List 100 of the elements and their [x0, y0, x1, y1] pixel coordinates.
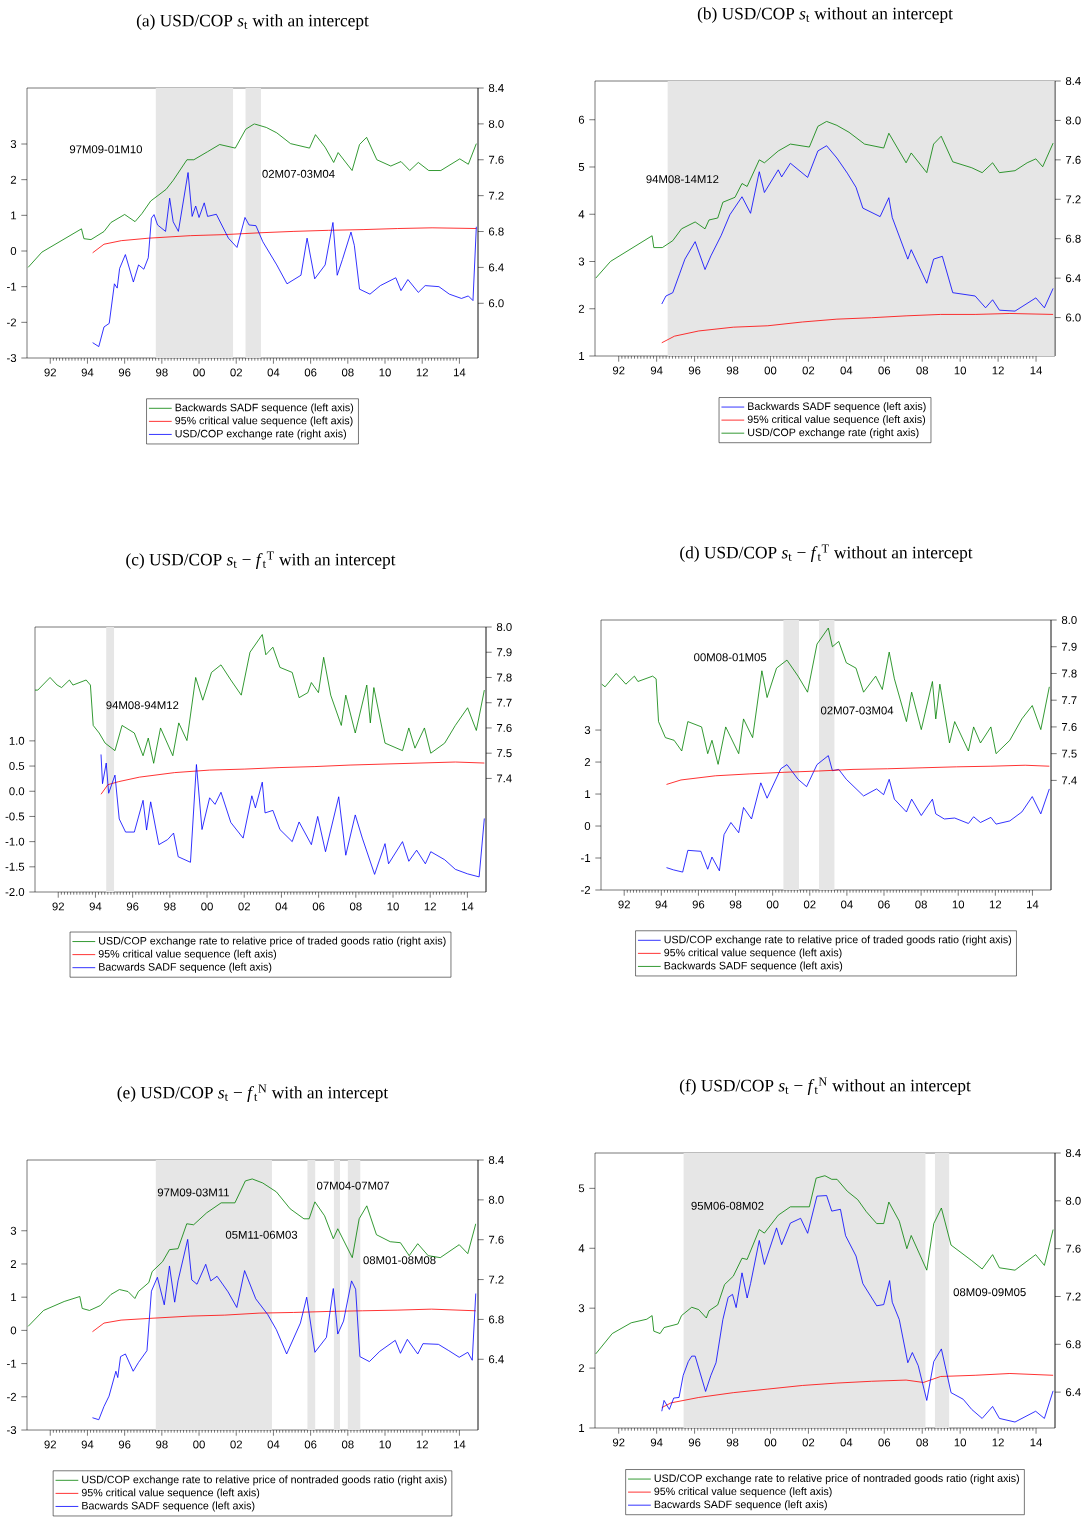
x-tick-label: 94 — [81, 1440, 94, 1449]
x-tick-label: 98 — [164, 902, 176, 911]
y-tick-label: 3 — [10, 1226, 17, 1235]
x-tick-label: 10 — [379, 1440, 391, 1449]
line-series — [92, 1308, 477, 1333]
line-series — [595, 121, 1054, 279]
y-tick-label: 2 — [584, 758, 591, 766]
y2-tick-label: 6.8 — [488, 227, 504, 236]
y2-tick-label: 7.2 — [488, 191, 504, 200]
y-tick-label: -2.0 — [5, 888, 25, 897]
y-tick-label: -1 — [7, 1359, 17, 1368]
x-tick-label: 02 — [230, 1440, 242, 1449]
x-tick-label: 94 — [650, 1438, 663, 1447]
y-tick-label: 5 — [578, 1184, 585, 1193]
band-label: 07M04-07M07 — [316, 1181, 390, 1190]
y2-tick-label: 7.9 — [1061, 642, 1077, 651]
x-tick-label: 00 — [193, 368, 205, 377]
y-tick-label: -1.0 — [5, 837, 25, 846]
y-tick-label: 6 — [578, 115, 585, 124]
x-tick-label: 10 — [954, 1438, 967, 1447]
x-tick-label: 04 — [275, 902, 288, 911]
x-tick-label: 98 — [726, 366, 739, 375]
y-tick-label: -1 — [7, 282, 17, 291]
legend-label: Bacwards SADF sequence (left axis) — [654, 1500, 827, 1511]
y2-tick-label: 7.6 — [488, 155, 504, 164]
y2-tick-label: 7.4 — [1061, 776, 1077, 785]
chart-title: (a) USD/COP s$_{t}$ with an intercept — [136, 14, 369, 30]
legend-label: USD/COP exchange rate to relative price of nontraded goods ratio (right axis) — [654, 1474, 1019, 1485]
y-tick-label: 1 — [585, 790, 591, 798]
x-tick-label: 06 — [878, 900, 890, 909]
y-tick-label: 2 — [578, 1364, 585, 1373]
y2-tick-label: 7.6 — [496, 723, 512, 732]
x-tick-label: 92 — [612, 1438, 625, 1447]
x-tick-label: 14 — [1030, 1438, 1043, 1447]
y-tick-label: 3 — [578, 257, 585, 266]
band-label: 02M07-03M04 — [820, 706, 894, 715]
x-tick-label: 00 — [764, 366, 777, 375]
x-tick-label: 12 — [992, 1438, 1004, 1447]
y2-tick-label: 7.7 — [1061, 696, 1077, 705]
legend-label: Bacwards SADF sequence (left axis) — [99, 962, 272, 973]
y-tick-label: 3 — [584, 726, 591, 735]
x-tick-label: 12 — [989, 900, 1002, 909]
x-tick-label: 92 — [612, 366, 625, 375]
y-tick-label: -2 — [7, 1392, 17, 1401]
y-tick-label: 5 — [578, 163, 585, 171]
y2-tick-label: 6.0 — [488, 299, 504, 308]
line-series — [601, 627, 1050, 765]
x-tick-label: 00 — [766, 900, 779, 909]
y2-tick-label: 8.4 — [1065, 1149, 1081, 1158]
x-tick-label: 02 — [230, 368, 242, 377]
y-tick-label: -3 — [7, 354, 17, 363]
y-tick-label: 0 — [10, 247, 17, 256]
y2-tick-label: 7.6 — [1061, 722, 1077, 731]
x-tick-label: 02 — [802, 1438, 815, 1447]
x-tick-label: 94 — [81, 368, 94, 377]
x-tick-label: 12 — [416, 368, 428, 377]
y2-tick-label: 7.5 — [1061, 749, 1077, 758]
x-tick-label: 98 — [726, 1438, 739, 1447]
x-tick-label: 00 — [193, 1440, 205, 1449]
y2-tick-label: 6.8 — [488, 1315, 504, 1324]
y2-tick-label: 8.4 — [1065, 77, 1081, 86]
chart-title: (b) USD/COP s$_{t}$ without an intercept — [697, 7, 953, 23]
y2-tick-label: 7.5 — [496, 749, 512, 758]
y2-tick-label: 8.0 — [488, 1195, 504, 1204]
y-tick-label: 1 — [11, 1293, 17, 1302]
x-tick-label: 08 — [341, 1440, 354, 1449]
x-tick-label: 06 — [878, 1438, 891, 1447]
x-tick-label: 96 — [118, 368, 131, 377]
x-tick-label: 02 — [238, 902, 250, 911]
y-tick-label: 3 — [578, 1304, 585, 1313]
y2-tick-label: 6.0 — [1065, 313, 1081, 322]
x-tick-label: 04 — [841, 900, 853, 909]
x-tick-label: 10 — [954, 366, 967, 375]
line-series — [666, 755, 1050, 873]
y-tick-label: 1 — [11, 211, 17, 220]
y-tick-label: -1 — [581, 854, 591, 862]
x-tick-label: 92 — [44, 368, 56, 377]
x-tick-label: 98 — [729, 900, 742, 909]
line-series — [661, 1373, 1054, 1409]
x-tick-label: 12 — [424, 902, 436, 911]
y2-tick-label: 7.8 — [496, 673, 512, 682]
y2-tick-label: 6.4 — [1065, 1388, 1081, 1397]
legend-label: 95% critical value sequence (left axis) — [664, 948, 842, 959]
y-tick-label: -2 — [7, 318, 17, 327]
x-tick-label: 04 — [267, 1440, 280, 1449]
y-tick-label: 1 — [579, 1424, 585, 1432]
y-tick-label: 2 — [10, 175, 17, 184]
y-tick-label: 0.5 — [9, 762, 25, 771]
x-tick-label: 06 — [878, 366, 891, 375]
x-tick-label: 04 — [840, 366, 853, 375]
legend-label: 95% critical value sequence (left axis) — [98, 949, 277, 960]
x-tick-label: 08 — [349, 902, 362, 911]
band-label: 97M09-01M10 — [69, 145, 143, 154]
y-tick-label: 0 — [10, 1326, 17, 1335]
band-label: 94M08-14M12 — [646, 175, 719, 184]
y2-tick-label: 7.2 — [1065, 195, 1081, 204]
x-tick-label: 94 — [655, 900, 668, 909]
legend-label: 95% critical value sequence (left axis) — [747, 415, 926, 426]
y2-tick-label: 7.2 — [488, 1275, 504, 1284]
y-tick-label: 1.0 — [9, 736, 25, 745]
